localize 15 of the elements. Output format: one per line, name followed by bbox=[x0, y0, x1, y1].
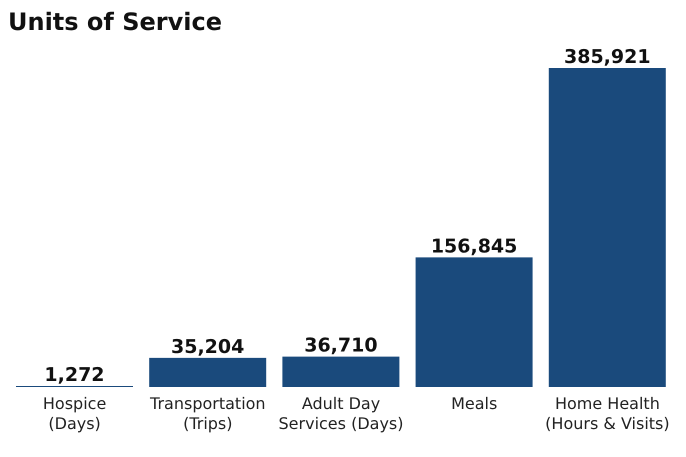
bar bbox=[416, 257, 533, 387]
x-tick-label: Hospice (Days) bbox=[42, 394, 106, 433]
x-tick-label: Adult Day Services (Days) bbox=[278, 394, 404, 433]
data-label: 35,204 bbox=[171, 336, 244, 358]
x-tick-label: Meals bbox=[451, 394, 498, 413]
data-label: 36,710 bbox=[304, 334, 378, 357]
bar bbox=[548, 68, 666, 387]
data-label: 156,845 bbox=[430, 235, 518, 258]
chart-title: Units of Service bbox=[8, 8, 223, 36]
bar bbox=[282, 356, 400, 387]
x-tick-label: Home Health (Hours & Visits) bbox=[545, 394, 670, 433]
bar bbox=[149, 358, 266, 387]
data-label: 385,921 bbox=[564, 46, 651, 68]
data-label: 1,272 bbox=[44, 364, 105, 386]
x-tick-label: Transportation (Trips) bbox=[149, 394, 266, 433]
